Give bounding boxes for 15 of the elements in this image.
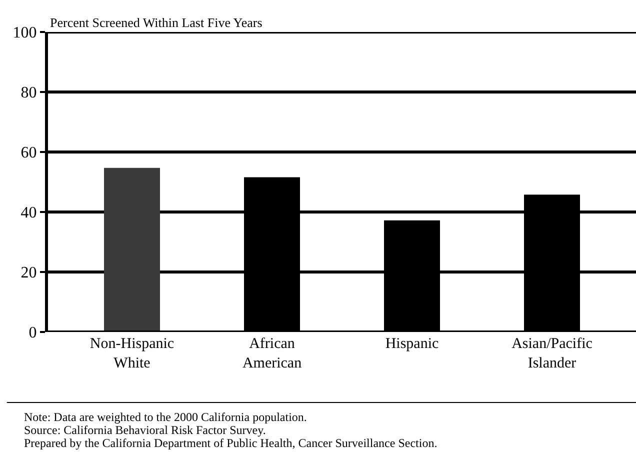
y-tick-label: 40 — [20, 204, 37, 222]
x-tick-label: Non-Hispanic White — [90, 336, 174, 372]
bar — [104, 168, 160, 332]
y-tick-label: 80 — [20, 84, 37, 102]
text: Prepared by the California Department of Public Health, Cancer Surveillance Section. — [24, 436, 438, 450]
y-axis-title: Percent Screened Within Last Five Years — [50, 15, 262, 30]
text: Note: Data are weighted to the 2000 California population. — [24, 410, 307, 424]
y-tick-label: 60 — [20, 144, 37, 162]
x-tick-label: African American — [242, 336, 302, 372]
y-tick-label: 100 — [12, 24, 37, 42]
source-note: Source: California Behavioral Risk Factor Survey. — [24, 423, 266, 437]
y-tick-label: 0 — [28, 324, 37, 342]
x-tick-label: Hispanic — [385, 336, 439, 352]
x-tick-label: Asian/Pacific Islander — [512, 336, 593, 372]
y-tick-label: 20 — [20, 264, 37, 282]
